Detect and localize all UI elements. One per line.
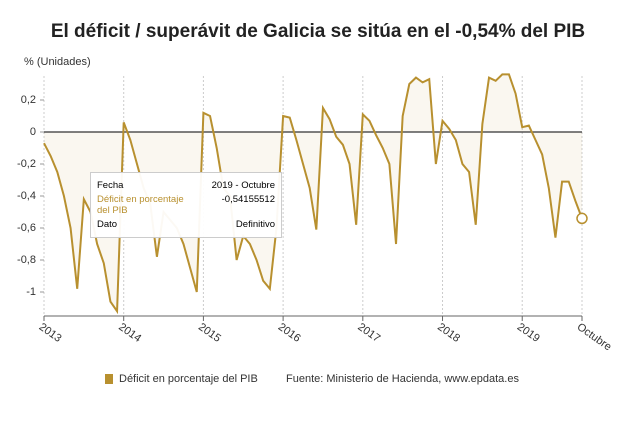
tooltip-key: Dato [97,219,118,230]
tooltip-value: Definitivo [235,219,275,230]
y-axis-label: % (Unidades) [24,56,91,68]
x-tick-label: 2013 [37,321,64,345]
x-tick-label: 2017 [355,321,382,345]
y-tick-label: 0 [30,126,36,138]
source: Fuente: Ministerio de Hacienda, www.epda… [286,373,519,385]
area [44,74,582,312]
x-tick-label: Octubre [575,321,614,353]
x-tick-label: 2016 [276,321,303,345]
x-tick-label: 2015 [196,321,223,345]
tooltip-row: Dato Definitivo [97,219,275,230]
tooltip-value: -0,54155512 [221,194,275,205]
y-tick-label: -0,6 [17,222,36,234]
line [43,73,583,315]
legend-label: Déficit en porcentaje del PIB [119,373,258,385]
tooltip-row: Fecha 2019 - Octubre [97,180,275,191]
tooltip-key: Fecha [97,180,124,191]
y-tick-label: -0,8 [17,254,36,266]
tooltip-key: Déficit en porcentaje del PIB [97,194,184,216]
x-tick-label: 2018 [435,321,462,345]
point [576,212,588,225]
y-tick-label: 0,2 [21,94,36,106]
x-tick-label: 2014 [116,321,143,345]
tooltip: Fecha 2019 - Octubre Déficit en porcentaje… [90,172,282,238]
tooltip-value: 2019 - Octubre [211,180,275,191]
tooltip-row: Déficit en porcentaje del PIB -0,54155512 [97,194,275,216]
x-tick-label: 2019 [515,321,542,345]
y-tick-label: -0,2 [17,158,36,170]
chart-title: El déficit / superávit de Galicia se sit… [51,21,585,42]
legend-swatch [105,374,113,384]
y-tick-label: -1 [26,286,36,298]
y-tick-label: -0,4 [17,190,36,202]
